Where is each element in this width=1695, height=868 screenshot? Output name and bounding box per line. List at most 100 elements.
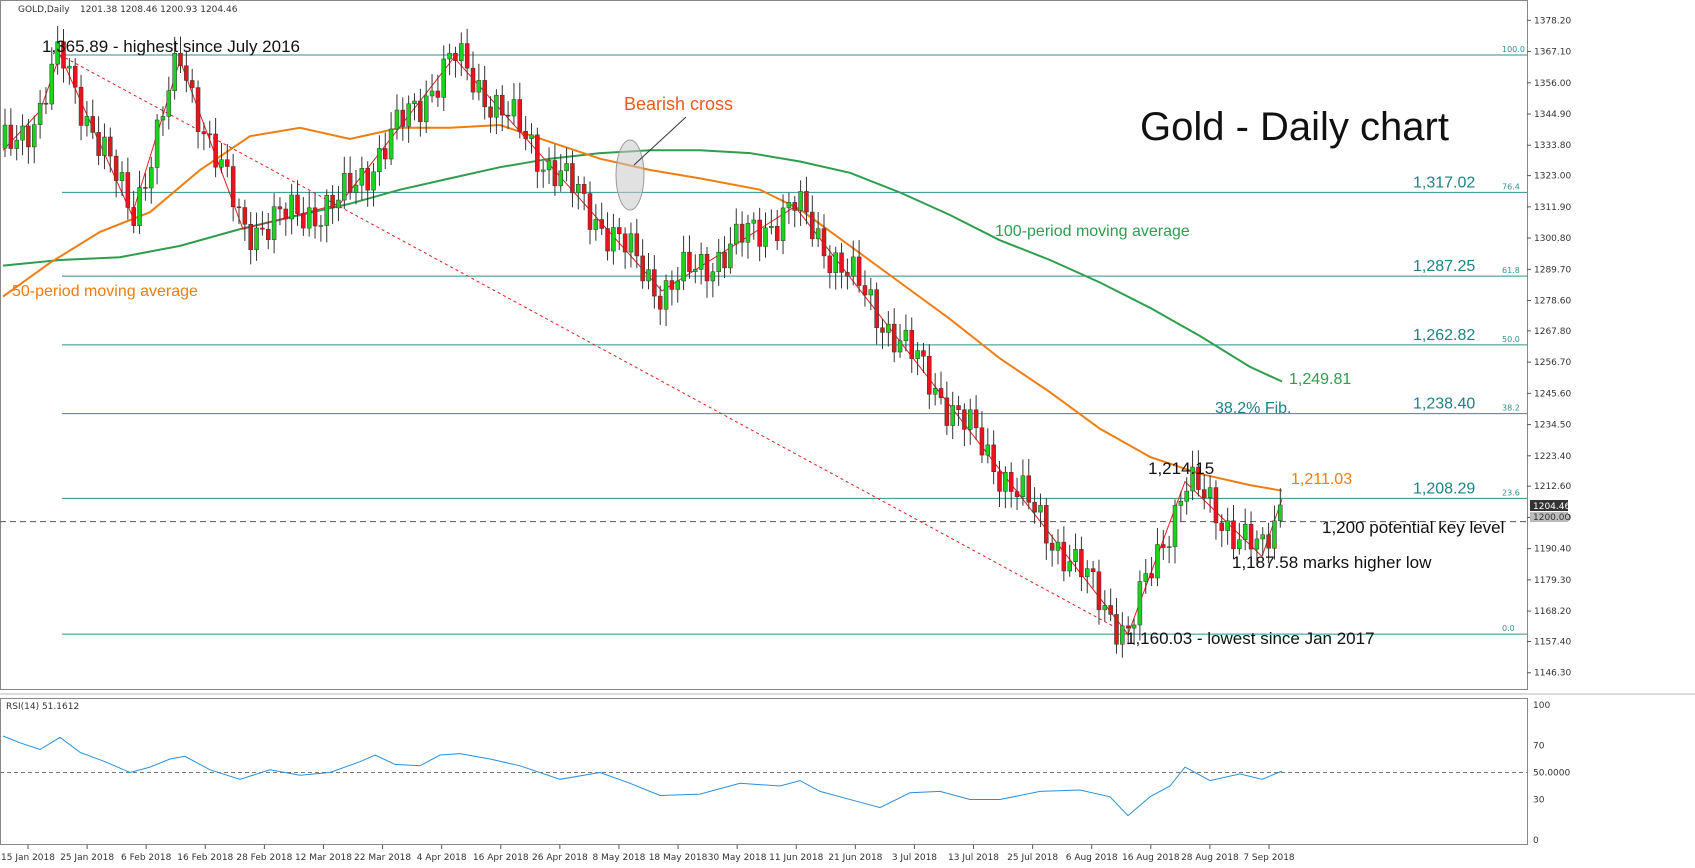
- candle-body: [722, 251, 727, 269]
- candle-body: [32, 124, 37, 148]
- time-tick-label: 28 Aug 2018: [1181, 853, 1239, 863]
- candle-body: [330, 194, 335, 209]
- candle-body: [897, 340, 903, 353]
- candle-body: [500, 94, 505, 116]
- key-level-tag: 1200.00: [1533, 513, 1570, 523]
- rsi-tick-label: 50.0000: [1533, 769, 1570, 779]
- candle-body: [488, 106, 493, 118]
- price-tick-label: 1212.60: [1534, 482, 1571, 492]
- candle-body: [166, 90, 172, 117]
- annotation-low: 1,160.03 - lowest since Jan 2017: [1126, 629, 1375, 648]
- candle-body: [652, 269, 657, 297]
- rsi-series: [0, 735, 1527, 817]
- time-tick-label: 22 Mar 2018: [354, 853, 411, 863]
- candle-body: [927, 355, 932, 395]
- candle-body: [640, 255, 645, 282]
- candle-body: [318, 225, 324, 227]
- candle-body: [429, 90, 435, 97]
- candle-body: [365, 168, 370, 191]
- candle-body: [1196, 466, 1201, 490]
- candle-body: [570, 163, 575, 194]
- candle-body: [476, 80, 482, 93]
- candle-body: [1219, 522, 1225, 531]
- candle-body: [213, 133, 218, 168]
- candle-body: [371, 171, 376, 191]
- candle-body: [698, 253, 704, 270]
- price-tick-label: 1179.30: [1534, 576, 1571, 586]
- candle-body: [611, 227, 616, 252]
- candle-body: [1003, 472, 1008, 492]
- rsi-tick-label: 0: [1533, 836, 1539, 846]
- candle-body: [400, 109, 406, 127]
- candle-body: [1149, 573, 1154, 579]
- time-tick-label: 16 Feb 2018: [177, 853, 233, 863]
- candle-body: [470, 67, 476, 93]
- candle-body: [734, 223, 739, 245]
- candle-body: [874, 289, 879, 328]
- time-tick-label: 6 Aug 2018: [1066, 853, 1118, 863]
- candle-body: [72, 65, 78, 88]
- candle-body: [1202, 489, 1207, 499]
- candle-body: [523, 130, 528, 139]
- rsi-line: [2, 735, 1283, 817]
- time-tick-label: 26 Apr 2018: [532, 853, 588, 863]
- fib-ratio-label: 23.6: [1502, 488, 1520, 497]
- candle-body: [8, 124, 14, 149]
- time-tick-label: 28 Feb 2018: [236, 853, 292, 863]
- candle-body: [1190, 466, 1195, 492]
- annotation-bearish-cross: Bearish cross: [624, 94, 733, 114]
- price-tick-label: 1234.50: [1534, 421, 1571, 431]
- candle-body: [353, 184, 359, 193]
- candle-body: [1213, 487, 1219, 524]
- candle-body: [1225, 520, 1230, 531]
- candle-body: [1172, 505, 1178, 547]
- price-tick-label: 1157.40: [1534, 637, 1571, 647]
- candle-body: [909, 329, 914, 359]
- candle-body: [20, 125, 25, 141]
- candle-body: [388, 128, 394, 160]
- annotation-higher-low: 1,187.58 marks higher low: [1232, 553, 1432, 572]
- candle-body: [886, 323, 891, 333]
- candle-body: [1102, 605, 1108, 611]
- candle-body: [511, 99, 517, 117]
- candle-body: [14, 139, 19, 149]
- candle-body: [792, 202, 797, 211]
- candle-body: [1114, 614, 1119, 645]
- candle-body: [359, 168, 365, 186]
- candle-body: [1242, 524, 1248, 541]
- candle-body: [295, 194, 300, 214]
- label-ma50-value: 1,211.03: [1291, 471, 1352, 488]
- candle-body: [1137, 581, 1143, 626]
- candle-body: [1008, 472, 1014, 492]
- current-price-tag: 1204.46: [1533, 502, 1570, 512]
- candle-body: [61, 41, 66, 69]
- key-level-tag-bg: [1530, 512, 1568, 522]
- price-tick-label: 1344.90: [1534, 110, 1571, 120]
- candle-body: [763, 227, 768, 247]
- candle-body: [225, 159, 230, 167]
- candle-body: [956, 405, 961, 410]
- rsi-tick-label: 100: [1533, 701, 1550, 711]
- candle-body: [535, 134, 540, 172]
- price-tick-label: 1278.60: [1534, 297, 1571, 307]
- candle-body: [962, 409, 967, 430]
- time-tick-label: 25 Jul 2018: [1007, 853, 1058, 863]
- rsi-tick-label: 70: [1533, 742, 1545, 752]
- candle-body: [406, 103, 411, 127]
- candle-body: [657, 295, 663, 310]
- candle-body: [301, 213, 306, 229]
- fib-ratio-label: 38.2: [1502, 404, 1520, 413]
- candle-body: [184, 65, 189, 81]
- candle-body: [564, 163, 569, 172]
- candle-body: [143, 187, 148, 189]
- candle-body: [751, 219, 757, 224]
- candle-body: [149, 167, 154, 189]
- candle-body: [950, 405, 955, 426]
- candle-body: [505, 114, 511, 117]
- price-tick-label: 1333.80: [1534, 141, 1571, 151]
- fib-ratio-label: 50.0: [1502, 335, 1520, 344]
- candle-body: [283, 208, 289, 220]
- candle-body: [1278, 504, 1283, 522]
- candle-body: [827, 255, 833, 274]
- candle-body: [459, 43, 464, 61]
